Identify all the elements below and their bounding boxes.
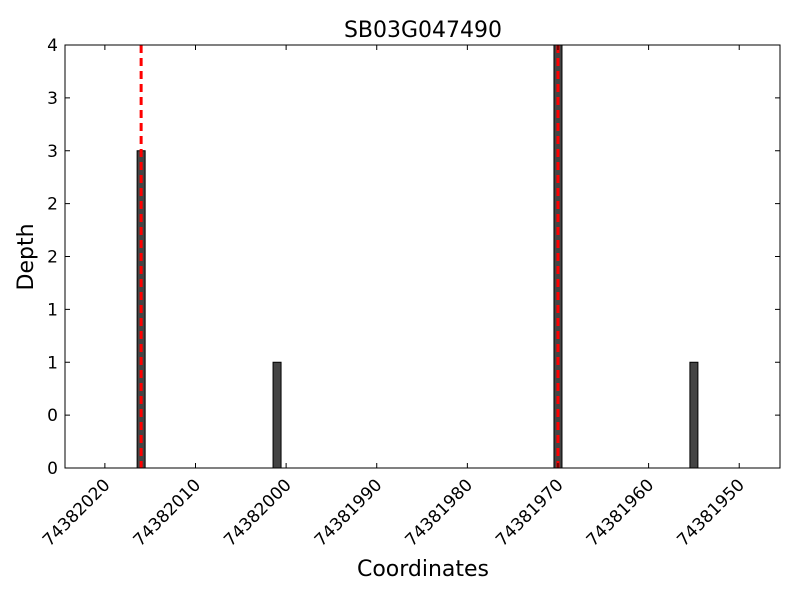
x-axis-label: Coordinates	[357, 557, 489, 582]
y-tick-label-5: 2	[47, 195, 58, 215]
reference-lines-group	[139, 45, 560, 468]
y-tick-label-3: 1	[47, 300, 58, 320]
x-tick-label-6: 74381960	[583, 475, 658, 550]
chart-title: SB03G047490	[344, 18, 502, 43]
x-tick-label-7: 74381950	[673, 475, 748, 550]
y-tick-label-2: 1	[47, 353, 58, 373]
bar-3	[689, 361, 699, 469]
y-tick-label-1: 0	[47, 406, 58, 426]
x-tick-label-0: 74382020	[39, 475, 114, 550]
bars-group	[136, 44, 699, 469]
y-axis-label: Depth	[14, 223, 39, 290]
x-tick-label-1: 74382010	[130, 475, 205, 550]
y-tick-label-4: 2	[47, 248, 58, 268]
y-tick-label-6: 3	[47, 142, 58, 162]
y-tick-label-8: 4	[47, 36, 58, 56]
plot-frame	[64, 44, 781, 469]
x-tick-label-4: 74381980	[402, 475, 477, 550]
x-tick-label-5: 74381970	[492, 475, 567, 550]
x-tick-label-2: 74382000	[220, 475, 295, 550]
y-tick-label-0: 0	[47, 459, 58, 479]
x-tick-label-3: 74381990	[311, 475, 386, 550]
y-tick-label-7: 3	[47, 89, 58, 109]
bar-1	[272, 361, 282, 469]
y-axis-ticks: 0 0 1 1 2 2 3 3 4	[47, 36, 780, 479]
